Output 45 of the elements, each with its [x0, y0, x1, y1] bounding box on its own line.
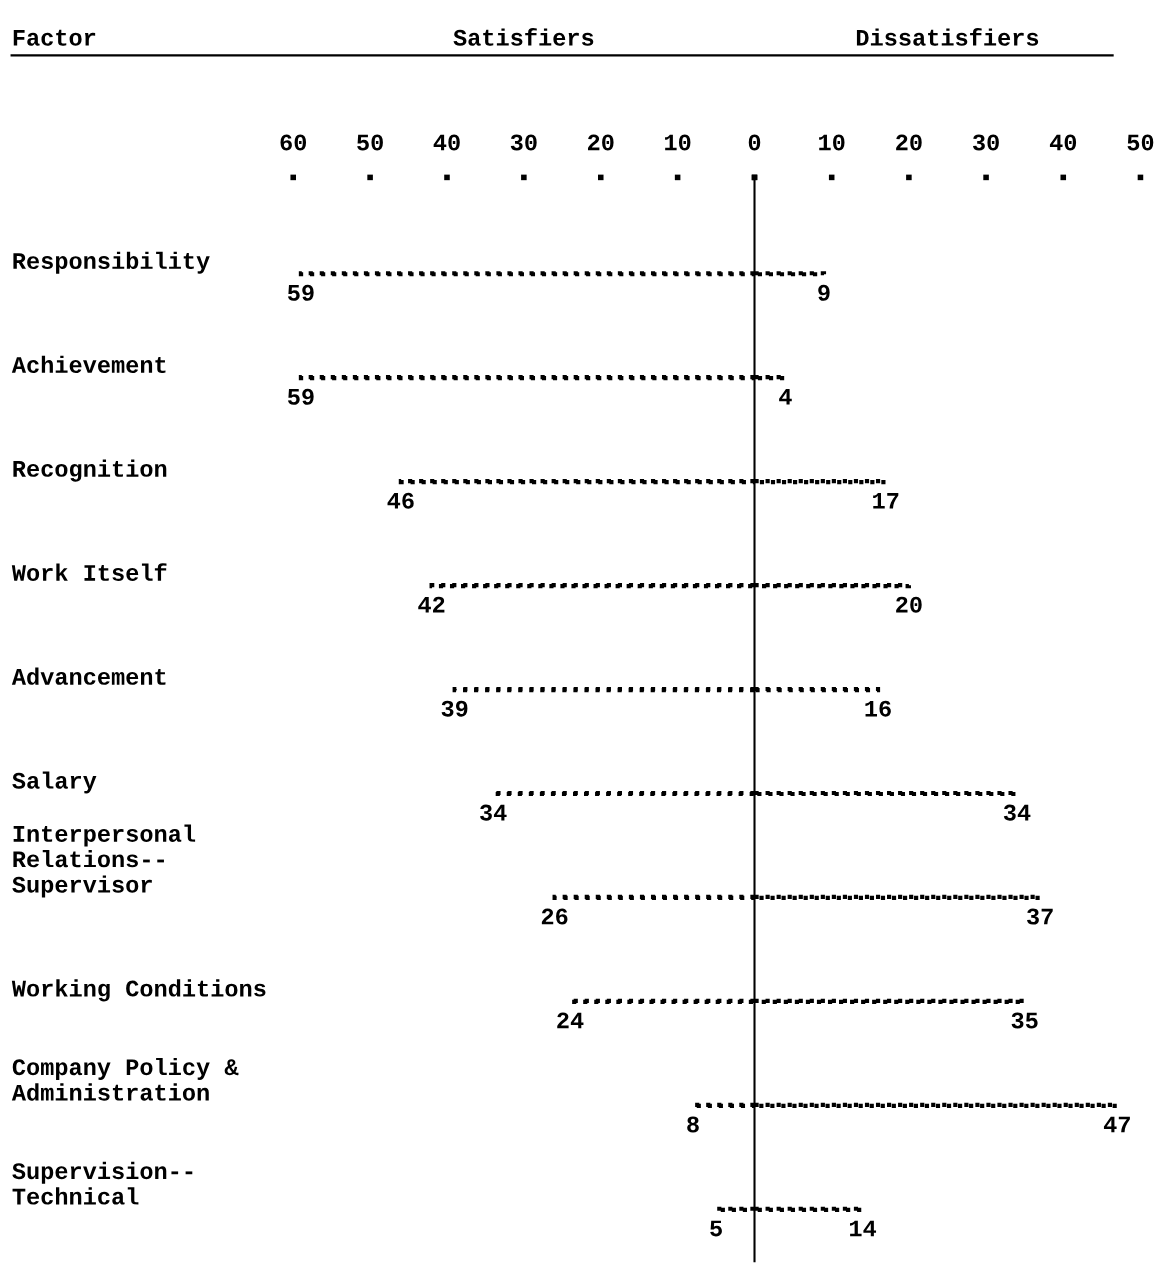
x-tick-label: 0 — [748, 134, 761, 151]
data-label: 8 — [687, 1116, 699, 1133]
x-tick-label: 50 — [357, 134, 383, 151]
x-tick-label: 40 — [1049, 134, 1077, 151]
y-tick-label: Recognition — [13, 459, 167, 482]
x-tick-label: 20 — [587, 134, 614, 151]
data-label: 34 — [1003, 804, 1031, 821]
y-tick-label: Achievement — [11, 355, 166, 374]
data-label: 42 — [418, 596, 445, 613]
data-label: 59 — [287, 284, 314, 301]
y-tick-label: Supervision-- Technical — [12, 1161, 193, 1205]
data-label: 17 — [873, 492, 899, 509]
x-tick-label: 20 — [896, 134, 922, 151]
data-label: 46 — [387, 492, 414, 509]
data-label: 20 — [896, 596, 922, 613]
y-tick-label: Working Conditions — [11, 979, 266, 1002]
x-tick-label: 10 — [819, 134, 845, 151]
data-label: 24 — [557, 1012, 584, 1029]
x-tick-label: 50 — [1127, 134, 1154, 151]
data-label: 47 — [1103, 1116, 1130, 1133]
chart-title: Dissatisfiers — [856, 28, 1039, 46]
y-tick-label: Work Itself — [11, 563, 167, 581]
x-tick-label: 10 — [665, 134, 691, 151]
data-label: 4 — [779, 389, 792, 405]
data-label: 37 — [1027, 908, 1053, 925]
data-label: 39 — [441, 700, 468, 717]
data-label: 9 — [818, 284, 830, 301]
y-tick-label: Company Policy & Administration — [11, 1057, 239, 1101]
data-label: 14 — [849, 1220, 877, 1237]
data-label: 34 — [480, 804, 507, 821]
y-axis-title: Factor — [13, 29, 96, 46]
y-tick-label: Responsibility — [13, 251, 210, 274]
y-tick-label: Advancement — [11, 667, 166, 685]
data-label: 16 — [865, 700, 891, 717]
y-tick-label: Interpersonal Relations-- Supervisor — [12, 824, 196, 898]
data-label: 5 — [710, 1220, 722, 1237]
x-tick-label: 30 — [972, 134, 999, 151]
data-label: 35 — [1011, 1012, 1038, 1029]
data-label: 26 — [541, 908, 568, 925]
y-tick-label: Salary — [12, 771, 97, 794]
chart-title: Satisfiers — [453, 28, 594, 46]
x-tick-label: 60 — [280, 134, 307, 151]
data-label: 59 — [287, 388, 314, 405]
x-tick-label: 30 — [510, 134, 537, 151]
x-tick-label: 40 — [433, 134, 460, 151]
